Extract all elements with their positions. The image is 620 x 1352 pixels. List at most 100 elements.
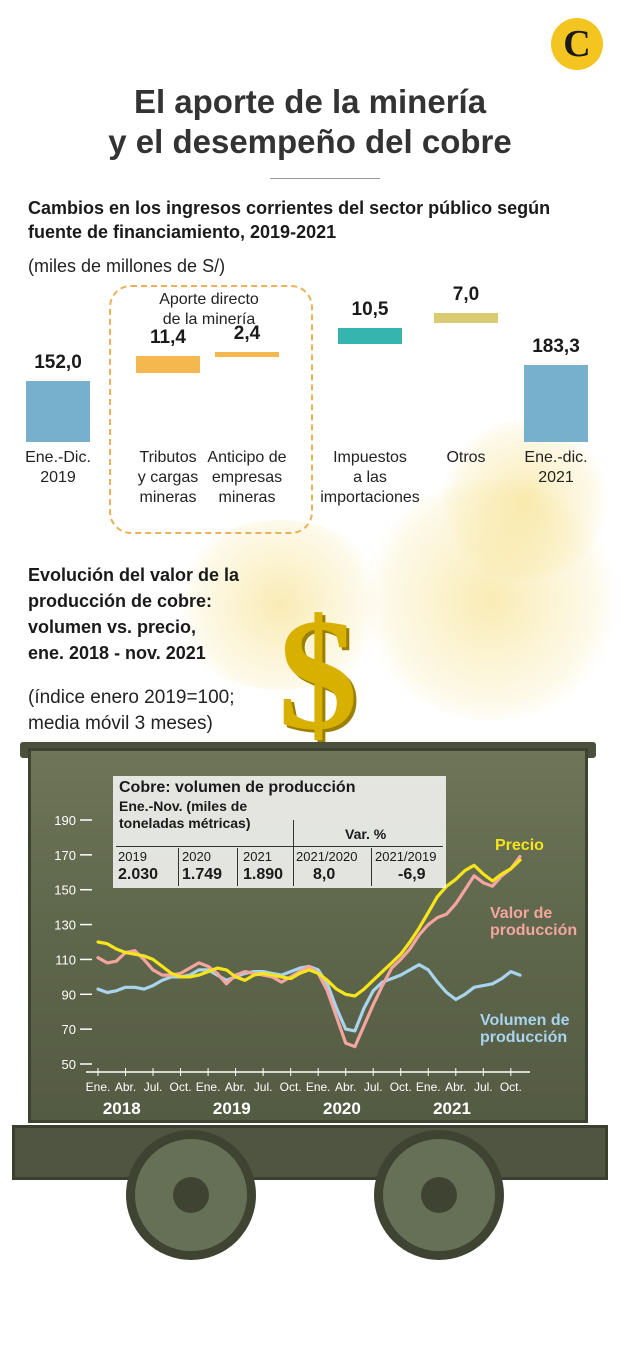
infobox-value: 1.890 bbox=[243, 866, 284, 883]
waterfall-category-label-line: 2019 bbox=[40, 469, 76, 486]
x-tick-label: Abr. bbox=[115, 1080, 136, 1094]
waterfall-category-label: Anticipo de empresas mineras bbox=[187, 448, 307, 508]
infobox-divider bbox=[371, 848, 372, 886]
y-tick-label: 150 bbox=[54, 883, 76, 898]
mining-group-box bbox=[109, 285, 313, 534]
series-line bbox=[96, 854, 522, 1049]
y-tick-label: 50 bbox=[62, 1057, 76, 1072]
wheel-hub-icon bbox=[173, 1177, 209, 1213]
splash-decoration bbox=[170, 520, 390, 690]
page-title-line2: y el desempeño del cobre bbox=[108, 123, 512, 160]
legend-label: producción bbox=[490, 922, 577, 939]
page-title: El aporte de la minería y el desempeño d… bbox=[0, 82, 620, 162]
x-tick-label: Ene. bbox=[196, 1080, 221, 1094]
waterfall-bar bbox=[524, 365, 588, 442]
page-title-line1: El aporte de la minería bbox=[133, 83, 487, 120]
y-tick-label: 190 bbox=[54, 813, 76, 828]
infobox-divider bbox=[237, 848, 238, 886]
infobox-value: 2.030 bbox=[118, 866, 159, 883]
infobox-var-header: Var. % bbox=[345, 826, 387, 842]
year-label: 2020 bbox=[323, 1099, 361, 1118]
waterfall-category-label-line: Anticipo de bbox=[207, 449, 287, 466]
infobox-var-label: 2021/2020 bbox=[296, 849, 358, 864]
brand-logo: C bbox=[551, 18, 603, 70]
infobox-title: Cobre: volumen de producción bbox=[119, 779, 356, 796]
waterfall-category-label-line: Ene.-dic. bbox=[524, 449, 588, 466]
x-tick-label: Jul. bbox=[474, 1080, 493, 1094]
waterfall-category-label-line: mineras bbox=[218, 489, 276, 506]
section2-note: (índice enero 2019=100; media móvil 3 me… bbox=[28, 685, 235, 737]
section2-subtitle-line2: producción de cobre: bbox=[28, 591, 213, 611]
title-divider bbox=[270, 178, 380, 179]
x-tick-label: Oct. bbox=[280, 1080, 302, 1094]
waterfall-category-label-line: 2021 bbox=[538, 469, 574, 486]
wheel-hub-icon bbox=[421, 1177, 457, 1213]
waterfall-category-label: Tributos y cargas mineras bbox=[108, 448, 228, 508]
infobox-var-value: 8,0 bbox=[313, 866, 336, 883]
x-tick-label: Jul. bbox=[364, 1080, 383, 1094]
infobox-divider bbox=[178, 848, 179, 886]
series-line bbox=[96, 858, 522, 998]
waterfall-category-label-line: importaciones bbox=[320, 489, 420, 506]
section2-subtitle: Evolución del valor de la producción de … bbox=[28, 562, 239, 666]
year-label: 2019 bbox=[213, 1099, 251, 1118]
waterfall-value-label: 183,3 bbox=[532, 336, 580, 357]
y-tick-label: 170 bbox=[54, 848, 76, 863]
year-label: 2018 bbox=[103, 1099, 141, 1118]
copper-volume-infobox: Cobre: volumen de producción Ene.-Nov. (… bbox=[113, 776, 446, 888]
section1-subtitle-line1: Cambios en los ingresos corrientes del s… bbox=[28, 198, 551, 218]
infobox-divider bbox=[293, 820, 294, 886]
legend-label: producción bbox=[480, 1029, 567, 1046]
waterfall-bar bbox=[26, 381, 90, 442]
waterfall-bar bbox=[136, 356, 200, 374]
infobox-year: 2021 bbox=[243, 849, 272, 864]
y-tick-label: 130 bbox=[54, 918, 76, 933]
waterfall-category-label: Ene.-dic. 2021 bbox=[496, 448, 616, 488]
waterfall-value-label: 7,0 bbox=[452, 284, 480, 305]
waterfall-bar bbox=[215, 352, 279, 357]
x-tick-label: Abr. bbox=[445, 1080, 466, 1094]
waterfall-value-label: 2,4 bbox=[233, 323, 261, 344]
x-tick-label: Oct. bbox=[390, 1080, 412, 1094]
waterfall-category-label-line: empresas bbox=[211, 469, 283, 486]
y-tick-label: 70 bbox=[62, 1022, 76, 1037]
waterfall-value-label: 10,5 bbox=[351, 299, 389, 320]
mining-group-label: Aporte directo de la minería bbox=[109, 290, 309, 330]
section1-unit: (miles de millones de S/) bbox=[28, 256, 226, 276]
waterfall-category-label-line: mineras bbox=[139, 489, 197, 506]
x-tick-label: Ene. bbox=[416, 1080, 441, 1094]
dollar-icon: $ bbox=[278, 585, 358, 763]
y-tick-label: 110 bbox=[55, 952, 76, 967]
x-tick-label: Abr. bbox=[225, 1080, 246, 1094]
brand-logo-letter: C bbox=[563, 23, 591, 65]
cart-base bbox=[12, 1125, 608, 1180]
infobox-value: 1.749 bbox=[182, 866, 223, 883]
y-tick-label: 90 bbox=[62, 987, 76, 1002]
waterfall-category-label-line: y cargas bbox=[137, 469, 199, 486]
waterfall-bar bbox=[434, 313, 498, 324]
infobox-subtitle-line2: toneladas métricas) bbox=[119, 815, 251, 831]
splash-decoration bbox=[440, 420, 610, 580]
year-label: 2021 bbox=[433, 1099, 471, 1118]
section2-note-line1: (índice enero 2019=100; bbox=[28, 687, 235, 708]
x-tick-label: Jul. bbox=[254, 1080, 273, 1094]
section2-subtitle-line1: Evolución del valor de la bbox=[28, 565, 240, 585]
section1-subtitle-line2: fuente de financiamiento, 2019-2021 bbox=[28, 222, 337, 242]
waterfall-category-label: Otros bbox=[406, 448, 526, 468]
legend-label: Valor de bbox=[490, 905, 552, 922]
infobox-var-value: -6,9 bbox=[398, 866, 426, 883]
waterfall-category-label-line: a las bbox=[353, 469, 387, 486]
waterfall-value-label: 152,0 bbox=[34, 352, 82, 374]
waterfall-category-label-line: Impuestos bbox=[333, 449, 407, 466]
waterfall-category-label-line: Ene.-Dic. bbox=[25, 449, 91, 466]
waterfall-category-label-line: Otros bbox=[446, 449, 486, 466]
waterfall-category-label: Ene.-Dic. 2019 bbox=[0, 448, 118, 488]
infobox-subtitle: Ene.-Nov. (miles de toneladas métricas) bbox=[119, 798, 251, 832]
x-tick-label: Ene. bbox=[86, 1080, 111, 1094]
mining-group-label-line2: de la minería bbox=[162, 311, 256, 328]
waterfall-bar bbox=[338, 328, 402, 344]
infobox-var-label: 2021/2019 bbox=[375, 849, 437, 864]
x-tick-label: Ene. bbox=[306, 1080, 331, 1094]
x-tick-label: Jul. bbox=[144, 1080, 163, 1094]
